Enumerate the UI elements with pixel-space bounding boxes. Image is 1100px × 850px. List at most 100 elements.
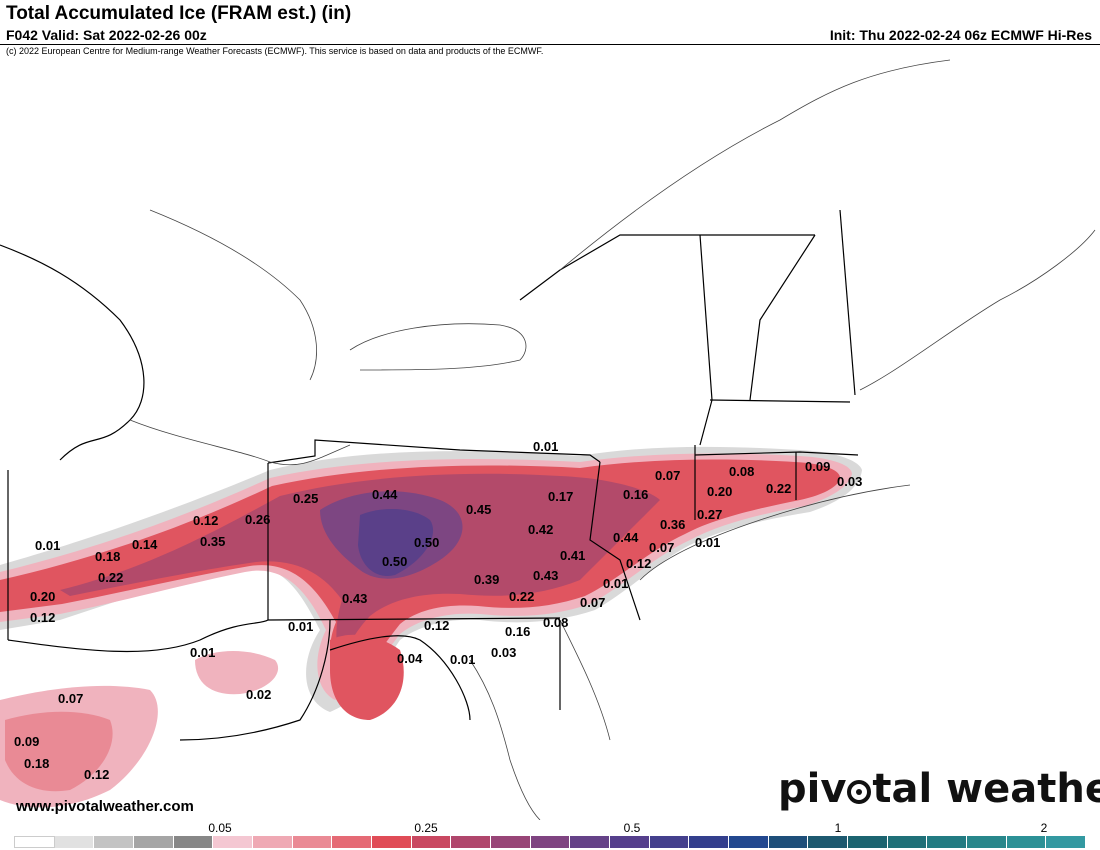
color-swatch	[808, 836, 849, 848]
color-swatch	[927, 836, 968, 848]
lake-huron	[149, 209, 317, 381]
ice-value-label: 0.01	[695, 535, 720, 550]
ice-value-label: 0.22	[766, 481, 791, 496]
logo-text-left: piv	[778, 766, 847, 812]
color-swatch	[729, 836, 769, 848]
website-label: www.pivotalweather.com	[16, 798, 194, 815]
color-swatch	[134, 836, 174, 848]
ice-patch-va	[195, 651, 279, 695]
color-swatch	[768, 836, 809, 848]
ice-value-labels: 0.01 0.25 0.44 0.45 0.17 0.16 0.07 0.08 0.20 0.22…	[14, 439, 862, 782]
color-scale-tick: 2	[1040, 821, 1048, 835]
ohio-wv	[7, 619, 269, 653]
vt-nh-border	[749, 234, 816, 401]
ice-value-label: 0.25	[293, 491, 318, 506]
ice-value-label: 0.44	[372, 487, 398, 502]
color-swatch	[887, 836, 928, 848]
color-scale-bar	[14, 836, 1087, 848]
color-swatch	[451, 836, 492, 848]
ice-value-label: 0.39	[474, 572, 499, 587]
ice-value-label: 0.09	[805, 459, 830, 474]
logo-gear-icon	[847, 780, 872, 804]
ice-value-label: 0.16	[623, 487, 648, 502]
ny-canada	[519, 234, 815, 301]
ice-value-label: 0.22	[98, 570, 123, 585]
coastlines	[129, 59, 1096, 820]
ice-value-label: 0.14	[132, 537, 158, 552]
michigan-coast	[0, 244, 145, 461]
state-borders	[0, 209, 859, 741]
ice-value-label: 0.01	[35, 538, 60, 553]
color-swatch	[372, 836, 412, 848]
ice-value-label: 0.01	[190, 645, 215, 660]
lake-erie	[129, 419, 351, 466]
ny-vt-border	[699, 234, 713, 446]
color-swatch	[54, 836, 95, 848]
color-swatch	[292, 836, 333, 848]
ice-band-deep	[358, 508, 434, 576]
ny-pa-border	[267, 439, 601, 464]
ice-value-label: 0.18	[24, 756, 49, 771]
ice-patch-sw2	[5, 711, 113, 792]
ice-value-label: 0.50	[382, 554, 407, 569]
color-scale-tick: 0.5	[623, 821, 641, 835]
color-swatch	[173, 836, 214, 848]
atlantic-coast	[639, 484, 911, 581]
ice-value-label: 0.12	[84, 767, 109, 782]
color-scale-tick: 0.05	[208, 821, 232, 835]
ice-value-label: 0.26	[245, 512, 270, 527]
ice-value-label: 0.02	[246, 687, 271, 702]
delmarva	[559, 619, 611, 741]
vt-nh-ma	[709, 399, 851, 403]
ice-value-label: 0.27	[697, 507, 722, 522]
color-swatch	[610, 836, 650, 848]
ct-ri-ma	[694, 451, 859, 456]
ice-patch-va2	[330, 634, 404, 720]
ice-value-label: 0.20	[707, 484, 732, 499]
ice-value-label: 0.17	[548, 489, 573, 504]
pivotal-weather-logo: piv tal weather	[778, 766, 1100, 812]
ice-value-label: 0.12	[193, 513, 218, 528]
valid-time: F042 Valid: Sat 2022-02-26 00z	[6, 27, 207, 43]
color-swatch	[213, 836, 254, 848]
ice-value-label: 0.50	[414, 535, 439, 550]
ice-value-label: 0.07	[649, 540, 674, 555]
ice-value-label: 0.43	[533, 568, 558, 583]
color-swatch	[967, 836, 1007, 848]
ice-value-label: 0.35	[200, 534, 225, 549]
color-swatch	[94, 836, 135, 848]
ice-value-label: 0.07	[58, 691, 83, 706]
ice-accumulation-map: 0.01 0.25 0.44 0.45 0.17 0.16 0.07 0.08 0.20 0.22…	[0, 59, 1096, 820]
lake-ontario	[349, 323, 527, 371]
header-divider	[0, 44, 1100, 45]
nj-border	[589, 461, 641, 621]
ice-shading	[0, 446, 862, 808]
init-time: Init: Thu 2022-02-24 06z ECMWF Hi-Res	[829, 27, 1092, 43]
ice-value-label: 0.01	[450, 652, 475, 667]
color-swatch	[570, 836, 611, 848]
ice-value-label: 0.44	[613, 530, 639, 545]
ice-value-label: 0.45	[466, 502, 491, 517]
ice-value-label: 0.09	[14, 734, 39, 749]
ice-value-label: 0.12	[424, 618, 449, 633]
logo-text-right: tal weather	[872, 766, 1100, 812]
ice-value-label: 0.03	[837, 474, 862, 489]
ice-value-label: 0.41	[560, 548, 585, 563]
st-lawrence	[559, 59, 951, 271]
ice-value-label: 0.36	[660, 517, 685, 532]
color-swatch	[491, 836, 531, 848]
ice-value-label: 0.07	[580, 595, 605, 610]
ice-value-label: 0.12	[626, 556, 651, 571]
ice-value-label: 0.04	[397, 651, 423, 666]
chesapeake	[469, 659, 541, 820]
wv-va	[179, 619, 331, 741]
ice-value-label: 0.16	[505, 624, 530, 639]
ice-value-label: 0.18	[95, 549, 120, 564]
pa-south-border	[267, 617, 561, 621]
color-scale-tick: 1	[834, 821, 842, 835]
ice-value-label: 0.08	[729, 464, 754, 479]
color-swatch	[1006, 836, 1047, 848]
ice-value-label: 0.22	[509, 589, 534, 604]
ice-value-label: 0.08	[543, 615, 568, 630]
color-swatch	[689, 836, 730, 848]
